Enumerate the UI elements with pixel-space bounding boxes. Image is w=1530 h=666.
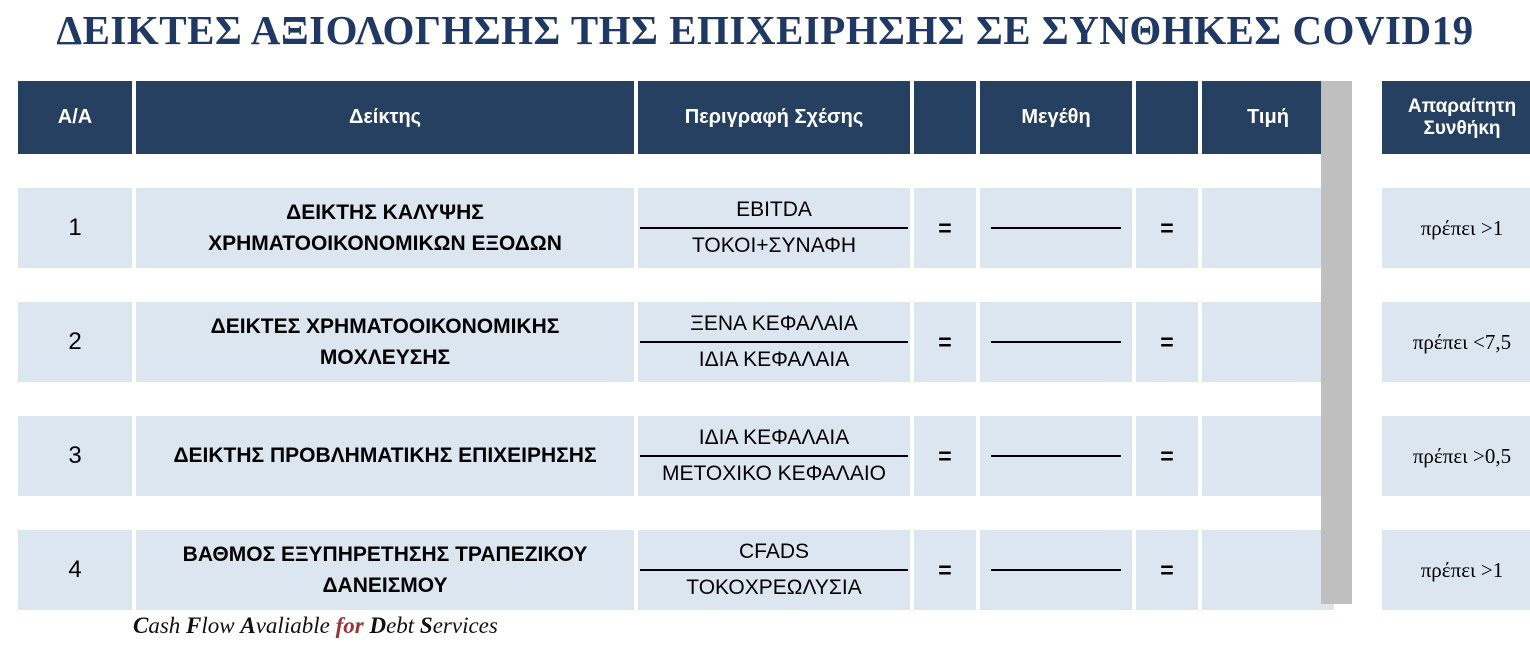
cell-aa: 1 [18, 188, 132, 268]
cell-equals-1: = [914, 188, 976, 268]
cell-condition: πρέπει >0,5 [1382, 416, 1530, 496]
row-spacer [18, 268, 1530, 302]
legend-word-for: for [335, 613, 370, 638]
cell-equals-2: = [1136, 302, 1198, 382]
fraction-bar [640, 569, 908, 571]
fraction-denominator: ΤΟΚΟΙ+ΣΥΝΑΦΗ [691, 234, 857, 257]
cfads-legend: Cash Flow Avaliable for Debt Services [133, 613, 498, 639]
cell-equals-2: = [1136, 416, 1198, 496]
cell-aa: 3 [18, 416, 132, 496]
fraction: EBITDA ΤΟΚΟΙ+ΣΥΝΑΦΗ [638, 188, 910, 268]
row-spacer [18, 154, 1530, 188]
legend-initial-a: A [240, 613, 256, 638]
gray-divider-bar [1321, 81, 1352, 604]
sizes-blank-line[interactable] [980, 188, 1132, 268]
legend-initial-c: C [133, 613, 149, 638]
table-row: 2 ΔΕΙΚΤΕΣ ΧΡΗΜΑΤΟΟΙΚΟΝΟΜΙΚΗΣ ΜΟΧΛΕΥΣΗΣ Ξ… [18, 302, 1530, 382]
fraction-bar [640, 455, 908, 457]
column-header-sizes: Μεγέθη [980, 81, 1132, 154]
fraction-bar [640, 341, 908, 343]
indicator-line-1: ΔΕΙΚΤΗΣ ΚΑΛΥΨΗΣ [286, 200, 484, 224]
indicator-line-1: ΔΕΙΚΤΕΣ ΧΡΗΜΑΤΟΟΙΚΟΝΟΜΙΚΗΣ [210, 314, 560, 338]
column-header-indicator: Δείκτης [136, 81, 634, 154]
column-header-equals-2 [1136, 81, 1198, 154]
legend-word-flow: low [201, 613, 241, 638]
cell-aa: 4 [18, 530, 132, 610]
cell-sizes[interactable] [980, 302, 1132, 382]
sizes-blank-line[interactable] [980, 302, 1132, 382]
column-header-equals-1 [914, 81, 976, 154]
condition-header-line-2: Συνθήκη [1423, 117, 1501, 139]
cell-sizes[interactable] [980, 188, 1132, 268]
legend-initial-s: S [419, 613, 433, 638]
table-row: 3 ΔΕΙΚΤΗΣ ΠΡΟΒΛΗΜΑΤΙΚΗΣ ΕΠΙΧΕΙΡΗΣΗΣ ΙΔΙΑ… [18, 416, 1530, 496]
cell-sizes[interactable] [980, 530, 1132, 610]
fraction-numerator: CFADS [738, 539, 809, 563]
indicators-table: Α/Α Δείκτης Περιγραφή Σχέσης Μεγέθη Τιμή… [14, 81, 1530, 610]
legend-word-avaliable: valiable [255, 613, 336, 638]
legend-initial-f: F [186, 613, 202, 638]
cell-indicator: ΔΕΙΚΤΗΣ ΠΡΟΒΛΗΜΑΤΙΚΗΣ ΕΠΙΧΕΙΡΗΣΗΣ [136, 416, 634, 496]
cell-indicator: ΔΕΙΚΤΗΣ ΚΑΛΥΨΗΣ ΧΡΗΜΑΤΟΟΙΚΟΝΟΜΙΚΩΝ ΕΞΟΔΩ… [136, 188, 634, 268]
table-header-row: Α/Α Δείκτης Περιγραφή Σχέσης Μεγέθη Τιμή… [18, 81, 1530, 154]
legend-word-debt: ebt [386, 613, 420, 638]
cell-aa: 2 [18, 302, 132, 382]
column-header-condition: Απαραίτητη Συνθήκη [1382, 81, 1530, 154]
condition-header-line-1: Απαραίτητη [1407, 95, 1517, 117]
cell-condition: πρέπει >1 [1382, 188, 1530, 268]
cell-sizes[interactable] [980, 416, 1132, 496]
fraction-denominator: ΤΟΚΟΧΡΕΩΛΥΣΙΑ [686, 576, 862, 599]
indicator-line-1: ΒΑΘΜΟΣ ΕΞΥΠΗΡΕΤΗΣΗΣ ΤΡΑΠΕΖΙΚΟΥ [182, 542, 588, 566]
cell-value[interactable] [1202, 188, 1334, 268]
cell-relation: ΞΕΝΑ ΚΕΦΑΛΑΙΑ ΙΔΙΑ ΚΕΦΑΛΑΙΑ [638, 302, 910, 382]
indicator-line-2: ΜΟΧΛΕΥΣΗΣ [319, 346, 451, 369]
fraction: ΙΔΙΑ ΚΕΦΑΛΑΙΑ ΜΕΤΟΧΙΚΟ ΚΕΦΑΛΑΙΟ [638, 416, 910, 496]
sizes-blank-line[interactable] [980, 416, 1132, 496]
cell-indicator: ΔΕΙΚΤΕΣ ΧΡΗΜΑΤΟΟΙΚΟΝΟΜΙΚΗΣ ΜΟΧΛΕΥΣΗΣ [136, 302, 634, 382]
cell-equals-1: = [914, 416, 976, 496]
cell-condition: πρέπει >1 [1382, 530, 1530, 610]
cell-equals-1: = [914, 530, 976, 610]
cell-indicator: ΒΑΘΜΟΣ ΕΞΥΠΗΡΕΤΗΣΗΣ ΤΡΑΠΕΖΙΚΟΥ ΔΑΝΕΙΣΜΟΥ [136, 530, 634, 610]
row-spacer [18, 496, 1530, 530]
column-header-relation: Περιγραφή Σχέσης [638, 81, 910, 154]
page-title: ΔΕΙΚΤΕΣ ΑΞΙΟΛΟΓΗΣΗΣ ΤΗΣ ΕΠΙΧΕΙΡΗΣΗΣ ΣΕ Σ… [56, 7, 1474, 53]
column-header-value: Τιμή [1202, 81, 1334, 154]
indicator-line-2: ΧΡΗΜΑΤΟΟΙΚΟΝΟΜΙΚΩΝ ΕΞΟΔΩΝ [208, 232, 562, 255]
fraction: ΞΕΝΑ ΚΕΦΑΛΑΙΑ ΙΔΙΑ ΚΕΦΑΛΑΙΑ [638, 302, 910, 382]
fraction-bar [640, 227, 908, 229]
fraction-numerator: ΙΔΙΑ ΚΕΦΑΛΑΙΑ [698, 425, 850, 449]
cell-value[interactable] [1202, 302, 1334, 382]
cell-equals-2: = [1136, 530, 1198, 610]
cell-relation: ΙΔΙΑ ΚΕΦΑΛΑΙΑ ΜΕΤΟΧΙΚΟ ΚΕΦΑΛΑΙΟ [638, 416, 910, 496]
table-row: 4 ΒΑΘΜΟΣ ΕΞΥΠΗΡΕΤΗΣΗΣ ΤΡΑΠΕΖΙΚΟΥ ΔΑΝΕΙΣΜ… [18, 530, 1530, 610]
cell-relation: CFADS ΤΟΚΟΧΡΕΩΛΥΣΙΑ [638, 530, 910, 610]
cell-value[interactable] [1202, 530, 1334, 610]
fraction-denominator: ΙΔΙΑ ΚΕΦΑΛΑΙΑ [698, 348, 850, 371]
legend-word-cash: ash [148, 613, 187, 638]
legend-word-services: ervices [432, 613, 498, 638]
fraction-numerator: ΞΕΝΑ ΚΕΦΑΛΑΙΑ [690, 311, 858, 335]
row-spacer [18, 382, 1530, 416]
fraction-numerator: EBITDA [736, 197, 812, 221]
sizes-blank-line[interactable] [980, 530, 1132, 610]
column-header-aa: Α/Α [18, 81, 132, 154]
cell-equals-1: = [914, 302, 976, 382]
cell-value[interactable] [1202, 416, 1334, 496]
cell-condition: πρέπει <7,5 [1382, 302, 1530, 382]
fraction: CFADS ΤΟΚΟΧΡΕΩΛΥΣΙΑ [638, 530, 910, 610]
indicator-line-1: ΔΕΙΚΤΗΣ ΠΡΟΒΛΗΜΑΤΙΚΗΣ ΕΠΙΧΕΙΡΗΣΗΣ [173, 444, 597, 468]
table-row: 1 ΔΕΙΚΤΗΣ ΚΑΛΥΨΗΣ ΧΡΗΜΑΤΟΟΙΚΟΝΟΜΙΚΩΝ ΕΞΟ… [18, 188, 1530, 268]
cell-equals-2: = [1136, 188, 1198, 268]
cell-relation: EBITDA ΤΟΚΟΙ+ΣΥΝΑΦΗ [638, 188, 910, 268]
fraction-denominator: ΜΕΤΟΧΙΚΟ ΚΕΦΑΛΑΙΟ [661, 462, 887, 485]
indicator-line-2: ΔΑΝΕΙΣΜΟΥ [322, 574, 448, 597]
legend-initial-d: D [369, 613, 387, 638]
indicators-table-wrapper: Α/Α Δείκτης Περιγραφή Σχέσης Μεγέθη Τιμή… [14, 81, 1530, 610]
